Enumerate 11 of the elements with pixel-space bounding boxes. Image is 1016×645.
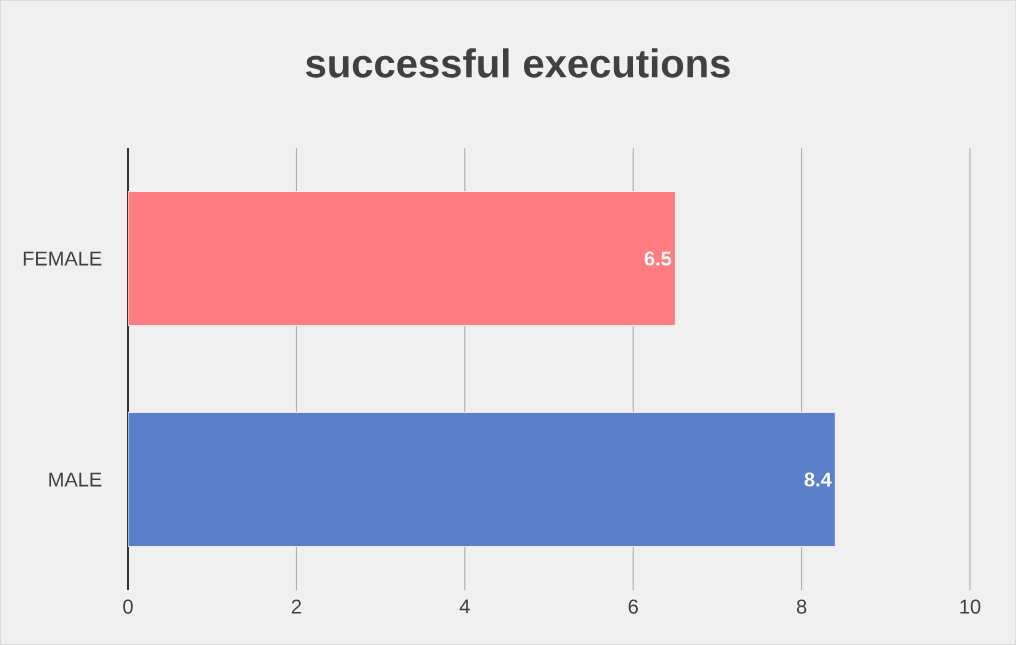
data-label: 8.4 xyxy=(804,472,832,487)
x-tick-label: 6 xyxy=(628,599,638,614)
chart-title: successful executions xyxy=(305,48,730,78)
data-label: 6.5 xyxy=(644,251,672,266)
x-tick-label: 8 xyxy=(796,599,807,614)
x-tick-label: 4 xyxy=(459,599,470,614)
x-tick-label: 10 xyxy=(960,599,981,614)
y-tick-label: MALE xyxy=(49,472,102,487)
x-tick-label: 2 xyxy=(291,599,301,614)
x-tick-label: 0 xyxy=(123,599,133,614)
y-tick-label: FEMALE xyxy=(23,251,102,266)
